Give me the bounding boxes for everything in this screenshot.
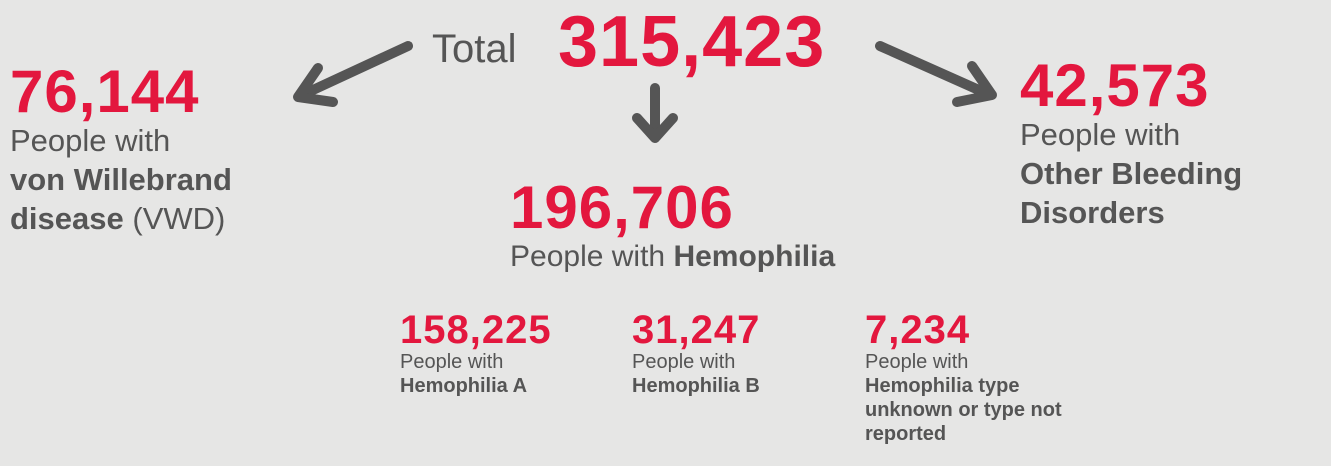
type-block: 31,247 People with Hemophilia B [632, 310, 852, 398]
hemophilia-value: 196,706 [510, 174, 734, 241]
type-text: People with Hemophilia A [400, 350, 620, 398]
type-block: 7,234 People with Hemophilia type unknown … [865, 310, 1065, 446]
type-value: 158,225 [400, 308, 552, 352]
type-prefix: People with [865, 351, 969, 373]
type-block: 158,225 People with Hemophilia A [400, 310, 620, 398]
type-value: 31,247 [632, 308, 761, 352]
type-name: Hemophilia A [400, 375, 528, 397]
type-prefix: People with [400, 351, 504, 373]
arrow-right-head [952, 61, 997, 107]
arrow-left [295, 41, 413, 101]
vwd-value: 76,144 [10, 58, 200, 125]
vwd-block: 76,144 People with von Willebrand diseas… [10, 62, 310, 238]
hemophilia-prefix: People with [510, 240, 666, 273]
other-block: 42,573 People with Other Bleeding Disord… [1020, 56, 1330, 232]
type-prefix: People with [632, 351, 736, 373]
arrow-right [875, 41, 995, 100]
other-value: 42,573 [1020, 52, 1210, 119]
hemophilia-block: 196,706 People with Hemophilia [510, 178, 835, 276]
vwd-suffix: (VWD) [132, 200, 226, 236]
type-text: People with Hemophilia B [632, 350, 852, 398]
arrow-down-head [632, 113, 678, 143]
type-name: Hemophilia type unknown or type not repo… [865, 375, 1062, 445]
type-value: 7,234 [865, 308, 971, 352]
vwd-prefix: People with [10, 123, 171, 158]
other-name: Other Bleeding Disorders [1020, 155, 1243, 230]
vwd-text: People with von Willebrand disease (VWD) [10, 122, 290, 238]
type-name: Hemophilia B [632, 375, 760, 397]
total-label: Total [432, 27, 517, 71]
other-prefix: People with [1020, 117, 1181, 152]
hemophilia-text: People with Hemophilia [510, 238, 835, 276]
hemophilia-name: Hemophilia [673, 240, 836, 273]
other-text: People with Other Bleeding Disorders [1020, 116, 1320, 232]
type-text: People with Hemophilia type unknown or ty… [865, 350, 1065, 446]
vwd-name: von Willebrand disease [10, 161, 232, 236]
total-value: 315,423 [558, 2, 826, 82]
arrow-left-head [293, 63, 338, 107]
